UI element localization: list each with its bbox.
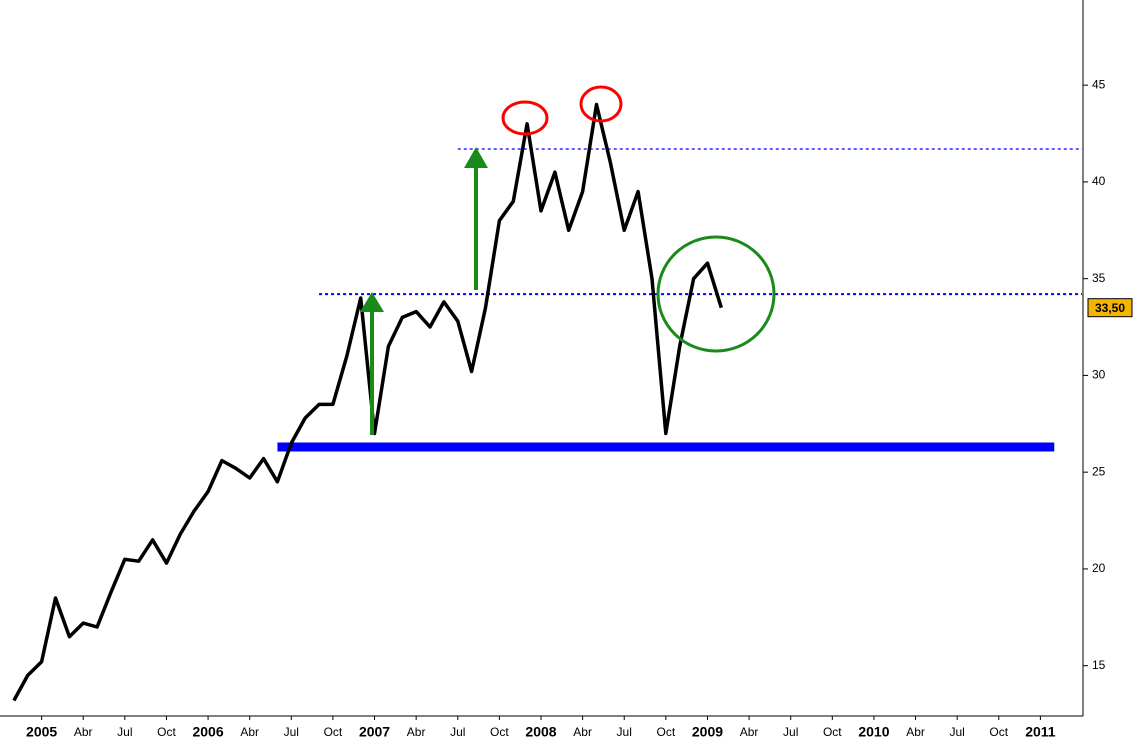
- green-circle: [656, 235, 776, 353]
- price-line: [12, 102, 723, 702]
- y-tick-label: 35: [1092, 271, 1106, 285]
- x-tick-label: Abr: [906, 725, 925, 739]
- y-tick-label: 15: [1092, 658, 1106, 672]
- x-tick-label: Oct: [157, 725, 176, 739]
- x-tick-label: Abr: [740, 725, 759, 739]
- x-tick-label: Oct: [490, 725, 509, 739]
- x-tick-label: 2011: [1025, 724, 1056, 740]
- x-tick-label: 2010: [858, 724, 889, 740]
- arrow-head: [360, 292, 384, 312]
- x-tick-label: Jul: [284, 725, 299, 739]
- y-tick-label: 20: [1092, 561, 1106, 575]
- price-label-box: [1087, 298, 1133, 318]
- x-tick-label: Abr: [573, 725, 592, 739]
- x-tick-label: Abr: [240, 725, 259, 739]
- x-tick-label: Oct: [823, 725, 842, 739]
- y-tick-label: 30: [1092, 368, 1106, 382]
- price-label: 33,50: [1095, 301, 1125, 315]
- x-tick-label: Abr: [74, 725, 93, 739]
- y-tick-label: 25: [1092, 464, 1106, 478]
- x-tick-label: 2009: [692, 724, 723, 740]
- x-tick-label: Oct: [324, 725, 343, 739]
- x-tick-label: Jul: [783, 725, 798, 739]
- x-tick-label: Jul: [949, 725, 964, 739]
- red-circle: [579, 85, 623, 123]
- x-tick-label: Oct: [657, 725, 676, 739]
- x-tick-label: Jul: [617, 725, 632, 739]
- annotations: [360, 85, 776, 435]
- y-tick-label: 45: [1092, 77, 1106, 91]
- x-tick-label: 2006: [192, 724, 223, 740]
- arrow-head: [464, 147, 488, 168]
- x-tick-label: 2007: [359, 724, 390, 740]
- red-circle: [501, 100, 549, 136]
- x-tick-label: 2005: [26, 724, 57, 740]
- x-tick-label: Jul: [450, 725, 465, 739]
- x-tick-label: Jul: [117, 725, 132, 739]
- x-tick-label: Oct: [989, 725, 1008, 739]
- y-tick-label: 40: [1092, 174, 1106, 188]
- x-tick-label: Abr: [407, 725, 426, 739]
- x-tick-label: 2008: [525, 724, 556, 740]
